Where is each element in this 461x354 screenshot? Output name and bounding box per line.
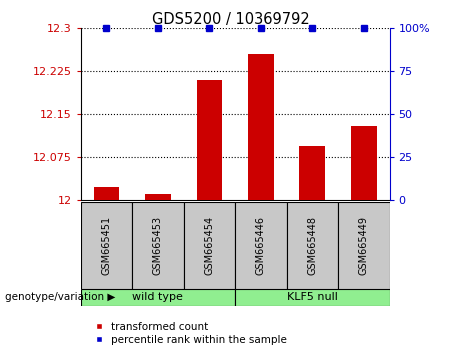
Bar <box>287 202 338 289</box>
Bar <box>235 289 390 306</box>
Bar <box>196 80 222 200</box>
Bar <box>248 54 274 200</box>
Bar <box>300 145 325 200</box>
Text: GSM665448: GSM665448 <box>307 216 317 275</box>
Text: KLF5 null: KLF5 null <box>287 292 338 302</box>
Bar <box>235 202 287 289</box>
Bar <box>351 126 377 200</box>
Text: GSM665453: GSM665453 <box>153 216 163 275</box>
Text: wild type: wild type <box>132 292 183 302</box>
Bar <box>338 202 390 289</box>
Bar <box>132 202 183 289</box>
Text: GSM665449: GSM665449 <box>359 216 369 275</box>
Text: GSM665454: GSM665454 <box>204 216 214 275</box>
Bar <box>183 202 235 289</box>
Text: GDS5200 / 10369792: GDS5200 / 10369792 <box>152 12 309 27</box>
Bar <box>94 187 119 200</box>
Text: genotype/variation ▶: genotype/variation ▶ <box>5 292 115 302</box>
Text: GSM665446: GSM665446 <box>256 216 266 275</box>
Bar <box>81 202 132 289</box>
Text: GSM665451: GSM665451 <box>101 216 112 275</box>
Legend: transformed count, percentile rank within the sample: transformed count, percentile rank withi… <box>95 322 287 345</box>
Bar <box>81 289 235 306</box>
Bar <box>145 194 171 200</box>
